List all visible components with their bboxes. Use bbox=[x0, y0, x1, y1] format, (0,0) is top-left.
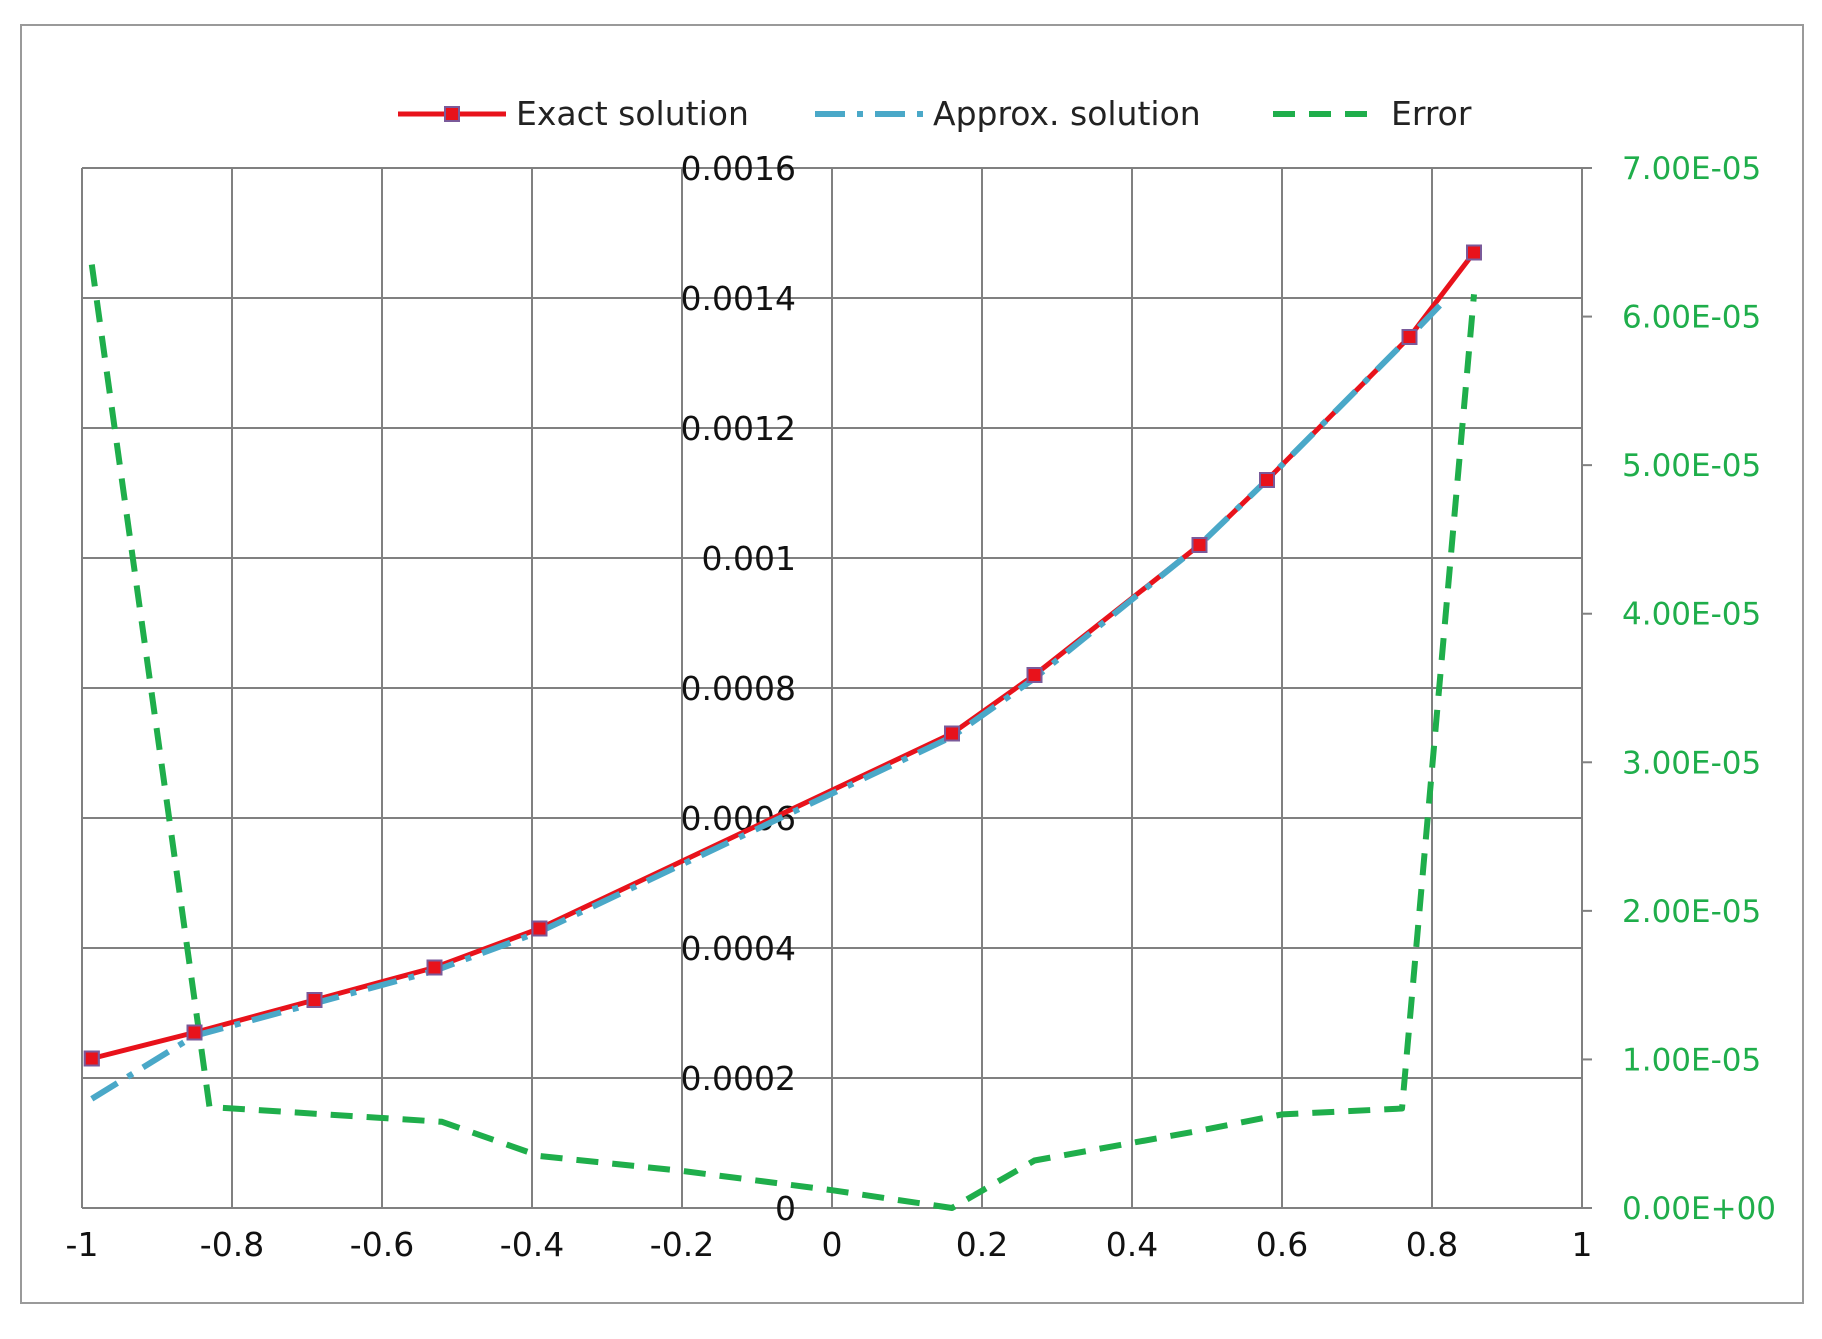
y2-tick-label: 2.00E-05 bbox=[1622, 894, 1761, 930]
x-tick-label: -0.2 bbox=[650, 1225, 714, 1264]
y2-tick-label: 3.00E-05 bbox=[1622, 745, 1761, 781]
series-line-approx-solution bbox=[90, 295, 1450, 1102]
y2-tick-label: 4.00E-05 bbox=[1622, 597, 1761, 633]
exact-solution-marker-overlay bbox=[1466, 244, 1482, 261]
y2-tick-labels: 0.00E+00 1.00E-05 2.00E-05 3.00E-05 4.00E-05… bbox=[1622, 151, 1776, 1227]
legend: Exact solution Approx. solution Error bbox=[398, 94, 1472, 133]
legend-label: Approx. solution bbox=[933, 94, 1201, 133]
exact-solution-marker-overlay bbox=[1259, 472, 1275, 488]
x-tick-label: 0.6 bbox=[1256, 1225, 1308, 1264]
y2-tick-label: 0.00E+00 bbox=[1622, 1191, 1776, 1227]
x-tick-label: -0.8 bbox=[200, 1225, 264, 1264]
x-tick-labels: -1 -0.8 -0.6 -0.4 -0.2 0 0.2 0.4 0.6 0.8 1 bbox=[66, 1225, 1593, 1264]
legend-item: Exact solution bbox=[398, 94, 749, 133]
x-tick-label: 1 bbox=[1572, 1225, 1593, 1264]
exact-solution-marker-overlay bbox=[83, 1050, 100, 1067]
exact-solution-marker-overlay bbox=[186, 1024, 203, 1041]
x-tick-label: 0.8 bbox=[1406, 1225, 1458, 1264]
legend-label: Error bbox=[1391, 94, 1472, 133]
x-tick-label: 0 bbox=[822, 1225, 843, 1264]
exact-solution-marker-overlay bbox=[531, 920, 548, 937]
exact-solution-marker-overlay bbox=[426, 959, 443, 976]
y-tick-labels: 00.00020.00040.00060.00080.0010.00120.00… bbox=[681, 149, 796, 1228]
x-tick-label: -0.6 bbox=[350, 1225, 414, 1264]
exact-solution-marker-overlay bbox=[1026, 667, 1043, 683]
x-tick-label: 0.4 bbox=[1106, 1225, 1158, 1264]
series-layer bbox=[83, 244, 1482, 1211]
y2-tick-label: 5.00E-05 bbox=[1622, 448, 1761, 484]
x-tick-label: 0.2 bbox=[956, 1225, 1008, 1264]
chart-frame bbox=[20, 24, 1804, 1304]
y-tick-label: 0.0012 bbox=[681, 409, 796, 448]
series-line-error bbox=[88, 264, 1477, 1211]
y-tick-label: 0.0004 bbox=[681, 929, 796, 968]
exact-solution-marker-overlay bbox=[1401, 329, 1418, 345]
grid-layer bbox=[81, 167, 1592, 1209]
legend-item: Approx. solution bbox=[815, 94, 1201, 133]
y-tick-label: 0.0014 bbox=[681, 279, 796, 318]
legend-item: Error bbox=[1273, 94, 1472, 133]
y2-tick-label: 6.00E-05 bbox=[1622, 300, 1761, 336]
exact-solution-marker-overlay bbox=[944, 725, 960, 742]
x-tick-label: -1 bbox=[66, 1225, 99, 1264]
exact-solution-marker-overlay bbox=[1191, 537, 1208, 553]
y-tick-label: 0.0016 bbox=[681, 149, 796, 188]
legend-label: Exact solution bbox=[516, 94, 749, 133]
y2-tick-label: 1.00E-05 bbox=[1622, 1042, 1761, 1078]
x-tick-label: -0.4 bbox=[500, 1225, 564, 1264]
y-tick-label: 0.001 bbox=[702, 539, 796, 578]
y-tick-label: 0 bbox=[775, 1189, 796, 1228]
y-tick-label: 0.0008 bbox=[681, 669, 796, 708]
y-tick-label: 0.0002 bbox=[681, 1059, 796, 1098]
legend-marker bbox=[444, 106, 460, 122]
exact-solution-marker-overlay bbox=[306, 992, 323, 1008]
y2-tick-label: 7.00E-05 bbox=[1622, 151, 1761, 187]
